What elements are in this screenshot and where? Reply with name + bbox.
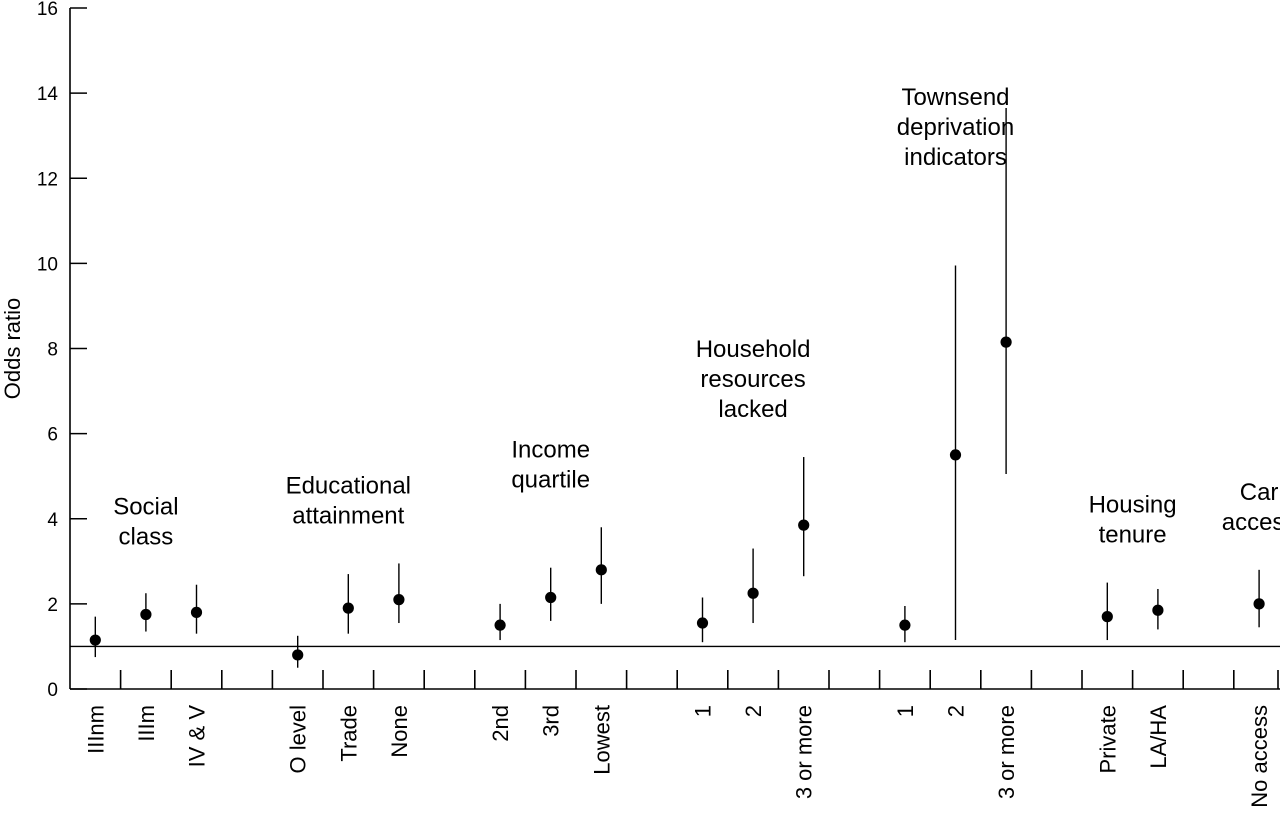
y-tick-label: 16 bbox=[37, 0, 58, 20]
group-label: indicators bbox=[904, 144, 1007, 171]
group-label: Car bbox=[1240, 479, 1279, 506]
category-label: IIIm bbox=[134, 705, 159, 742]
odds-ratio-point bbox=[1101, 611, 1113, 623]
odds-ratio-point bbox=[595, 564, 607, 576]
group-label: Townsend bbox=[901, 84, 1009, 111]
group-label: access bbox=[1222, 509, 1280, 536]
y-tick-label: 8 bbox=[47, 340, 58, 361]
y-tick-label: 6 bbox=[47, 425, 58, 446]
y-tick-label: 4 bbox=[47, 510, 58, 531]
category-label: 2 bbox=[741, 705, 766, 717]
odds-ratio-point bbox=[494, 619, 506, 631]
category-label: LA/HA bbox=[1146, 705, 1171, 769]
y-tick-label: 10 bbox=[37, 254, 58, 275]
odds-ratio-point bbox=[949, 449, 962, 461]
group-label: tenure bbox=[1099, 522, 1167, 549]
y-tick-label: 12 bbox=[37, 169, 58, 190]
odds-ratio-point bbox=[342, 602, 354, 614]
category-label: 3 or more bbox=[792, 705, 817, 799]
odds-ratio-point bbox=[292, 649, 304, 661]
group-label: Housing bbox=[1089, 492, 1177, 519]
odds-ratio-point bbox=[190, 606, 203, 618]
data-marks bbox=[89, 108, 1265, 668]
y-tick-label: 2 bbox=[47, 595, 58, 616]
category-label: 1 bbox=[893, 705, 918, 717]
group-label: attainment bbox=[292, 502, 404, 529]
category-label: Private bbox=[1095, 705, 1120, 773]
category-label: 3rd bbox=[539, 705, 564, 737]
y-axis-label: Odds ratio bbox=[0, 298, 25, 400]
category-label: 1 bbox=[691, 705, 716, 717]
group-label: resources bbox=[700, 366, 805, 393]
group-label: lacked bbox=[718, 396, 787, 423]
group-label: deprivation bbox=[897, 114, 1014, 141]
odds-ratio-point bbox=[140, 608, 152, 621]
category-label: Lowest bbox=[589, 705, 614, 775]
category-label: None bbox=[387, 705, 412, 758]
odds-ratio-point bbox=[1000, 336, 1012, 348]
category-label: O level bbox=[286, 705, 311, 773]
category-label: No access bbox=[1247, 705, 1272, 808]
group-label: Social bbox=[113, 494, 178, 521]
odds-ratio-point bbox=[747, 587, 759, 599]
y-tick-label: 14 bbox=[37, 84, 59, 105]
group-label: Educational bbox=[286, 472, 411, 499]
category-label: IIInm bbox=[83, 705, 108, 754]
odds-ratio-point bbox=[89, 634, 101, 646]
category-label: 2nd bbox=[488, 705, 513, 742]
group-label: quartile bbox=[511, 466, 590, 493]
category-label: 3 or more bbox=[994, 705, 1019, 799]
odds-ratio-point bbox=[545, 591, 557, 604]
group-label: class bbox=[119, 524, 174, 551]
odds-ratio-point bbox=[393, 594, 405, 606]
odds-ratio-point bbox=[1152, 604, 1164, 616]
category-labels: IIInm IIIm IV & V O level Trade None 2nd 3rd Low… bbox=[83, 705, 1272, 808]
odds-ratio-point bbox=[899, 619, 911, 631]
axes bbox=[69, 8, 1280, 690]
category-label: Trade bbox=[336, 705, 361, 762]
category-label: 2 bbox=[944, 705, 969, 717]
odds-ratio-point bbox=[1253, 598, 1265, 610]
odds-ratio-point bbox=[696, 617, 709, 629]
y-tick-label: 0 bbox=[47, 680, 58, 701]
group-label: Household bbox=[696, 336, 811, 363]
odds-ratio-point bbox=[798, 519, 810, 531]
category-label: IV & V bbox=[185, 705, 210, 768]
group-labels: Social class Educational attainment Income qu… bbox=[113, 84, 1280, 551]
x-axis-ticks bbox=[119, 670, 1279, 689]
y-axis-ticks: 0 2 4 6 8 10 12 14 16 bbox=[37, 0, 87, 701]
group-label: Income bbox=[511, 436, 590, 463]
